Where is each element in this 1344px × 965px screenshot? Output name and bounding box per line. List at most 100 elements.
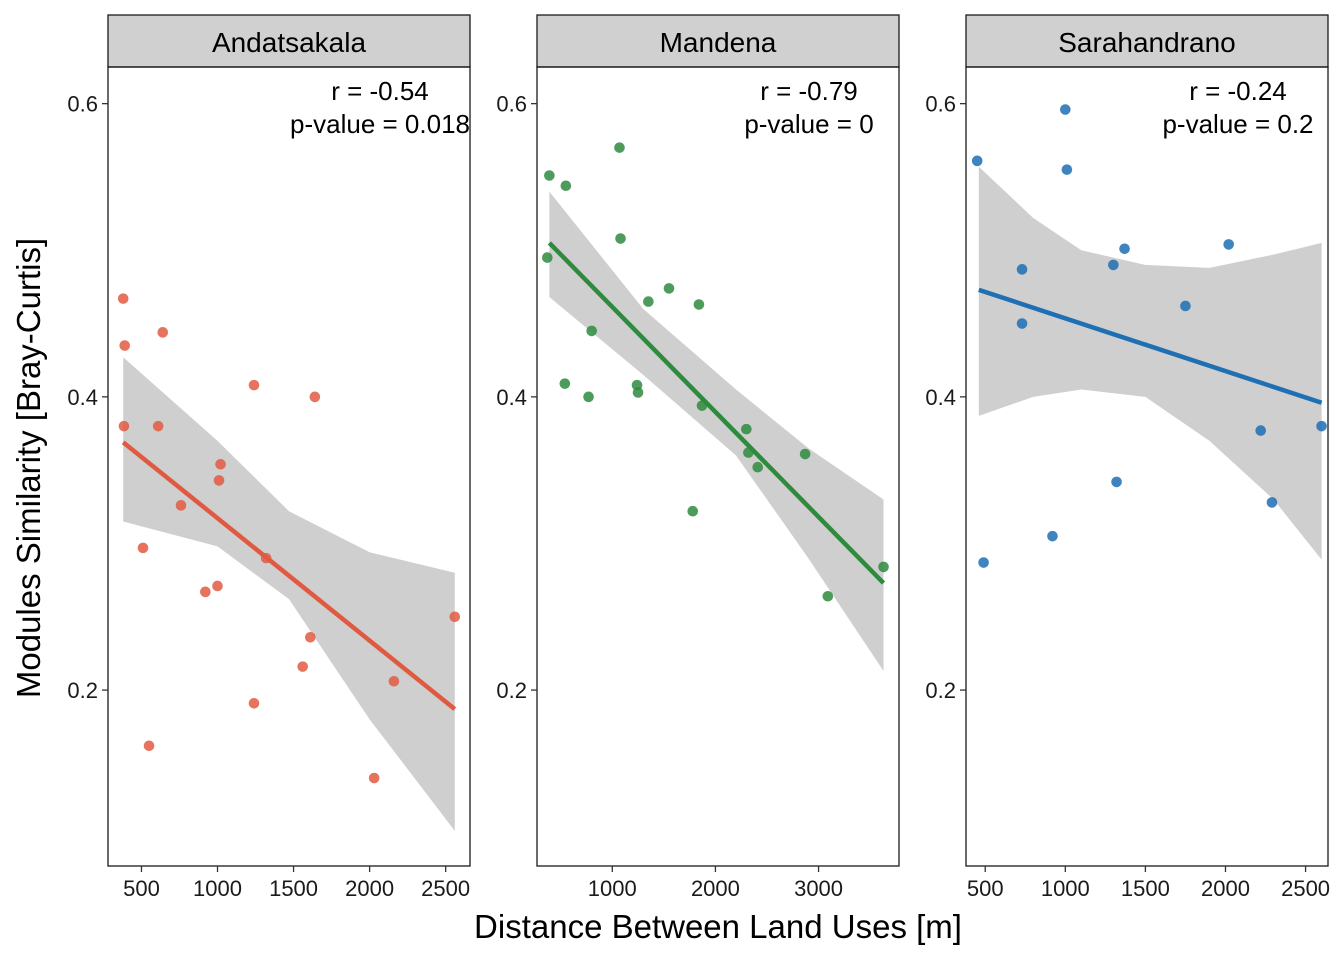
- confidence-band: [549, 191, 884, 672]
- facet-strip: [965, 14, 1329, 68]
- facet-strip: [107, 14, 471, 68]
- data-point: [1180, 300, 1191, 312]
- y-tick-label: 0.2: [496, 678, 527, 703]
- y-axis-title: Modules Similarity [Bray-Curtis]: [10, 238, 47, 698]
- y-tick-label: 0.4: [925, 385, 956, 410]
- facet-strip-label: Sarahandrano: [1058, 27, 1235, 58]
- data-point: [822, 590, 834, 602]
- data-point: [586, 325, 597, 337]
- data-point: [1047, 530, 1058, 542]
- data-point: [297, 661, 308, 672]
- data-point: [449, 611, 461, 623]
- data-point: [304, 631, 316, 643]
- regression-line: [547, 241, 886, 585]
- data-point: [560, 180, 572, 192]
- data-point: [542, 252, 553, 263]
- data-point: [1060, 104, 1071, 115]
- correlation-label: r = -0.79: [760, 76, 858, 106]
- data-point: [215, 459, 226, 470]
- data-point: [1108, 259, 1119, 271]
- data-point: [157, 327, 169, 338]
- data-point: [663, 283, 675, 294]
- data-point: [1119, 243, 1130, 255]
- data-point: [1061, 164, 1073, 175]
- correlation-label: r = -0.24: [1189, 76, 1287, 106]
- x-tick-label: 1500: [269, 876, 318, 901]
- data-point: [799, 448, 811, 460]
- y-tick-label: 0.2: [925, 678, 956, 703]
- panel-border: [965, 66, 1329, 867]
- data-point: [1255, 425, 1267, 436]
- x-tick-label: 2000: [1201, 876, 1250, 901]
- data-point: [175, 500, 187, 511]
- x-tick-label: 500: [123, 876, 160, 901]
- data-point: [752, 461, 764, 473]
- data-point: [117, 293, 129, 304]
- data-point: [248, 379, 260, 391]
- data-point: [693, 299, 705, 310]
- data-point: [137, 542, 149, 554]
- data-point: [971, 155, 983, 167]
- confidence-band: [978, 166, 1322, 560]
- x-tick-label: 500: [967, 876, 1004, 901]
- data-point: [388, 675, 400, 687]
- x-axis-title: Distance Between Land Uses [m]: [474, 908, 962, 945]
- data-point: [1016, 264, 1028, 275]
- data-point: [1266, 497, 1278, 508]
- y-tick-label: 0.6: [925, 92, 956, 117]
- facet-strip: [536, 14, 900, 68]
- p-value-label: p-value = 0.018: [290, 109, 470, 139]
- y-tick-label: 0.6: [496, 92, 527, 117]
- panel-sarahandrano: Sarahandrano r = -0.24p-value = 0.2 0.2 0.4…: [925, 14, 1330, 901]
- data-point: [583, 391, 594, 403]
- data-point: [152, 420, 164, 432]
- x-tick-label: 2000: [345, 876, 394, 901]
- p-value-label: p-value = 0.2: [1162, 109, 1313, 139]
- data-point: [643, 296, 654, 307]
- y-tick-label: 0.6: [67, 92, 98, 117]
- data-point: [143, 740, 155, 752]
- x-tick-label: 1000: [1041, 876, 1090, 901]
- data-point: [248, 697, 260, 709]
- data-point: [309, 391, 321, 403]
- x-tick-label: 1000: [193, 876, 242, 901]
- x-tick-label: 2500: [421, 876, 470, 901]
- data-point: [212, 580, 223, 592]
- data-point: [632, 387, 644, 398]
- panel-border: [536, 66, 900, 867]
- x-tick-label: 3000: [794, 876, 843, 901]
- y-tick-label: 0.2: [67, 678, 98, 703]
- x-tick-label: 2000: [691, 876, 740, 901]
- regression-line: [121, 440, 457, 711]
- data-point: [878, 561, 889, 573]
- x-tick-label: 1500: [1121, 876, 1170, 901]
- y-tick-label: 0.4: [496, 385, 527, 410]
- panel-mandena: Mandena r = -0.79p-value = 0 0.2 0.4 0.6 1000…: [496, 14, 900, 901]
- data-point: [200, 586, 211, 598]
- data-point: [741, 423, 752, 435]
- data-point: [978, 557, 989, 568]
- p-value-label: p-value = 0: [744, 109, 873, 139]
- data-point: [615, 233, 626, 244]
- facet-strip-label: Andatsakala: [212, 27, 367, 58]
- correlation-label: r = -0.54: [331, 76, 429, 106]
- x-tick-label: 1000: [588, 876, 637, 901]
- data-point: [1016, 318, 1028, 329]
- panel-border: [107, 66, 471, 867]
- panel-andatsakala: Andatsakala r = -0.54p-value = 0.018 0.2 0.…: [67, 14, 471, 901]
- y-tick-label: 0.4: [67, 385, 98, 410]
- data-point: [1111, 476, 1122, 488]
- data-point: [368, 772, 380, 784]
- data-point: [118, 420, 130, 432]
- x-tick-label: 2500: [1281, 876, 1330, 901]
- data-point: [1223, 239, 1234, 250]
- data-point: [1316, 420, 1327, 432]
- data-point: [119, 340, 131, 351]
- confidence-band: [123, 357, 455, 831]
- data-point: [559, 378, 571, 389]
- data-point: [213, 475, 225, 486]
- regression-line: [978, 287, 1323, 405]
- data-point: [544, 170, 555, 181]
